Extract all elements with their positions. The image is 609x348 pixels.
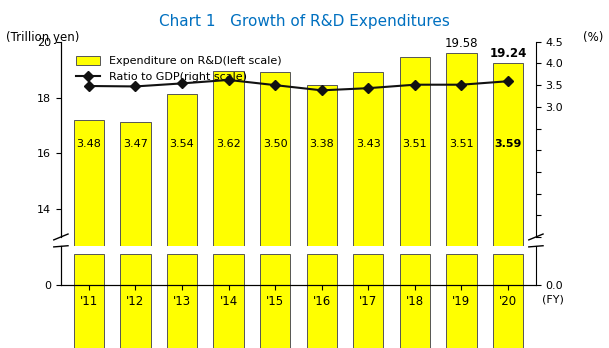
Bar (260, 254, 290, 285)
Bar (353, 72, 384, 348)
Text: 3.48: 3.48 (76, 139, 101, 149)
Text: 3.43: 3.43 (356, 139, 381, 149)
Bar (306, 85, 337, 348)
Text: 3.50: 3.50 (263, 139, 287, 149)
Text: 19.24: 19.24 (489, 47, 527, 60)
Text: 3.51: 3.51 (403, 139, 427, 149)
Bar (213, 71, 244, 348)
Text: (FY): (FY) (542, 294, 564, 304)
Bar (306, 254, 337, 285)
Bar (74, 120, 104, 348)
Text: Chart 1   Growth of R&D Expenditures: Chart 1 Growth of R&D Expenditures (159, 14, 450, 29)
Text: 19.58: 19.58 (445, 37, 478, 50)
Bar (167, 94, 197, 348)
Bar (446, 254, 476, 285)
Legend: Expenditure on R&D(left scale), Ratio to GDP(right scale): Expenditure on R&D(left scale), Ratio to… (71, 51, 286, 87)
Bar (213, 254, 244, 285)
Bar (74, 254, 104, 285)
Bar (167, 254, 197, 285)
Bar (121, 122, 150, 348)
Bar (400, 254, 430, 285)
Text: (%): (%) (583, 31, 603, 44)
Bar (121, 254, 150, 285)
Text: 3.51: 3.51 (449, 139, 474, 149)
Bar (446, 54, 476, 348)
Bar (493, 254, 523, 285)
Text: 3.38: 3.38 (309, 139, 334, 149)
Bar (493, 63, 523, 348)
Text: 3.59: 3.59 (495, 139, 522, 149)
Bar (353, 254, 384, 285)
Text: (Trillion yen): (Trillion yen) (6, 31, 79, 44)
Bar (400, 57, 430, 348)
Text: 3.47: 3.47 (123, 139, 148, 149)
Bar (260, 72, 290, 348)
Text: 3.54: 3.54 (170, 139, 194, 149)
Text: 3.62: 3.62 (216, 139, 241, 149)
